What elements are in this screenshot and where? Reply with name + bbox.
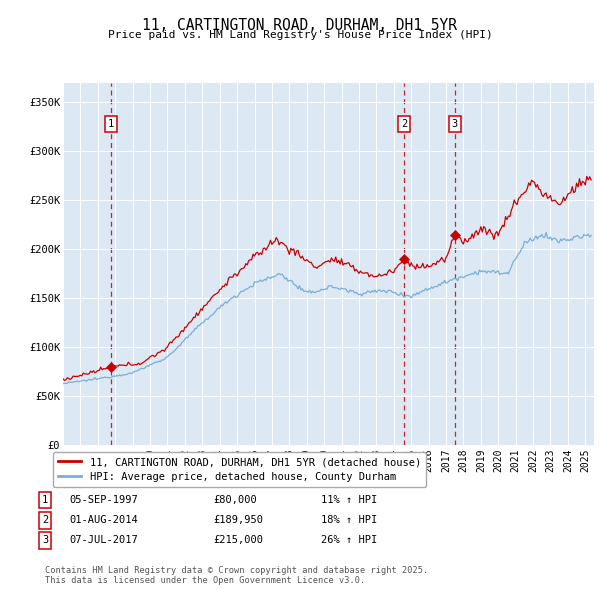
Text: 3: 3 <box>42 536 48 545</box>
Text: 05-SEP-1997: 05-SEP-1997 <box>69 496 138 505</box>
Text: 1: 1 <box>42 496 48 505</box>
Text: 11% ↑ HPI: 11% ↑ HPI <box>321 496 377 505</box>
Text: 26% ↑ HPI: 26% ↑ HPI <box>321 536 377 545</box>
Text: 11, CARTINGTON ROAD, DURHAM, DH1 5YR: 11, CARTINGTON ROAD, DURHAM, DH1 5YR <box>143 18 458 32</box>
Text: 18% ↑ HPI: 18% ↑ HPI <box>321 516 377 525</box>
Text: 2: 2 <box>401 119 407 129</box>
Text: £80,000: £80,000 <box>213 496 257 505</box>
Text: 2: 2 <box>42 516 48 525</box>
Text: £215,000: £215,000 <box>213 536 263 545</box>
Text: £189,950: £189,950 <box>213 516 263 525</box>
Text: Contains HM Land Registry data © Crown copyright and database right 2025.
This d: Contains HM Land Registry data © Crown c… <box>45 566 428 585</box>
Text: 07-JUL-2017: 07-JUL-2017 <box>69 536 138 545</box>
Legend: 11, CARTINGTON ROAD, DURHAM, DH1 5YR (detached house), HPI: Average price, detac: 11, CARTINGTON ROAD, DURHAM, DH1 5YR (de… <box>53 452 426 487</box>
Text: 3: 3 <box>452 119 458 129</box>
Text: 1: 1 <box>108 119 114 129</box>
Text: Price paid vs. HM Land Registry's House Price Index (HPI): Price paid vs. HM Land Registry's House … <box>107 30 493 40</box>
Text: 01-AUG-2014: 01-AUG-2014 <box>69 516 138 525</box>
